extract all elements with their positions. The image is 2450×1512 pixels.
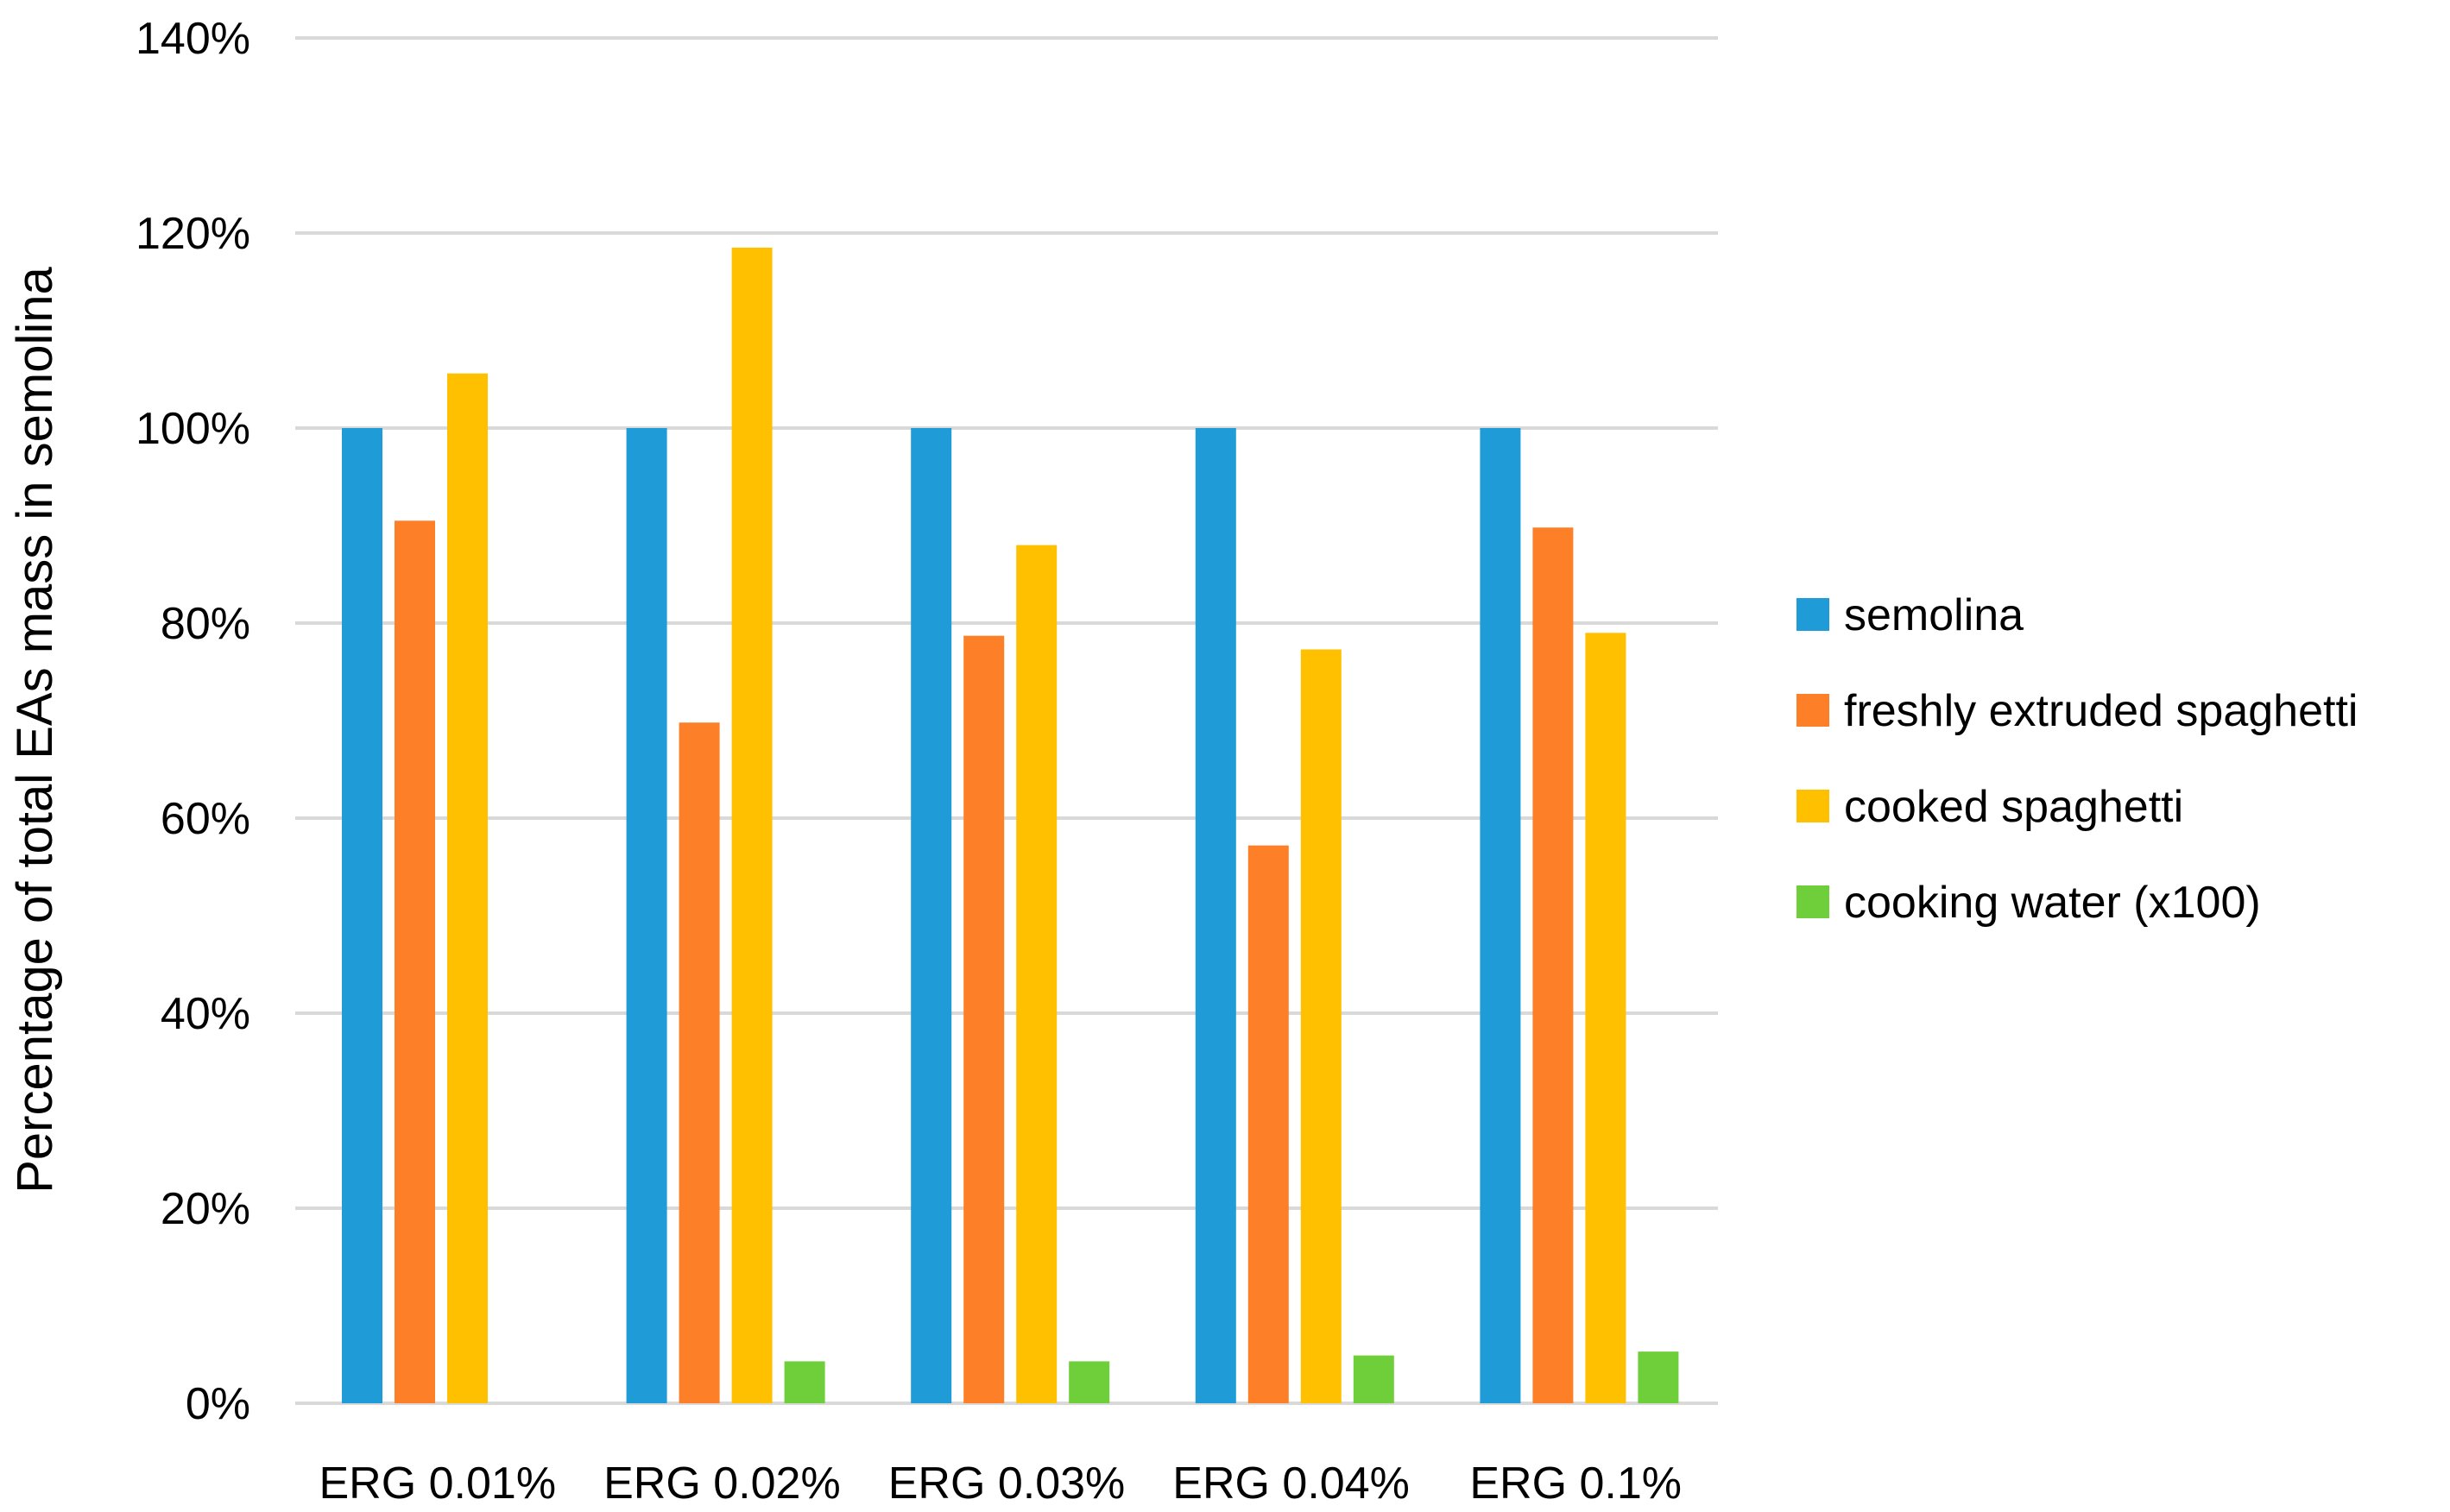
x-tick-label: ERG 0.04% — [1172, 1458, 1410, 1509]
legend-item: cooking water (x100) — [1796, 878, 2261, 928]
y-tick-label: 80% — [161, 599, 250, 649]
y-axis-ticks: 0% 20% 40% 60% 80% 100% 120% 140% — [136, 14, 250, 1429]
bar-cooking-water-x100 — [1353, 1355, 1394, 1403]
bar-cooking-water-x100 — [1069, 1361, 1110, 1403]
bar-group — [342, 373, 488, 1404]
x-tick-label: ERG 0.01% — [319, 1458, 557, 1509]
legend-label: freshly extruded spaghetti — [1844, 686, 2358, 736]
y-tick-label: 0% — [186, 1379, 250, 1429]
bar-group — [626, 247, 825, 1404]
legend-label: semolina — [1844, 590, 2024, 640]
y-tick-label: 100% — [136, 404, 250, 454]
y-tick-label: 120% — [136, 209, 250, 259]
bar-group — [1480, 428, 1679, 1403]
x-tick-label: ERG 0.03% — [888, 1458, 1126, 1509]
bar-cooked-spaghetti — [447, 373, 488, 1404]
legend: semolina freshly extruded spaghetti cooked… — [1796, 590, 2358, 928]
y-tick-label: 20% — [161, 1184, 250, 1234]
legend-swatch — [1796, 694, 1829, 727]
legend-swatch — [1796, 885, 1829, 918]
bar-freshly-extruded-spaghetti — [1247, 845, 1289, 1403]
bar-group — [911, 428, 1110, 1403]
bar-freshly-extruded-spaghetti — [679, 722, 720, 1403]
bar-semolina — [1480, 428, 1521, 1403]
x-axis-ticks: ERG 0.01% ERG 0.02% ERG 0.03% ERG 0.04% ERG … — [319, 1458, 1683, 1509]
bars — [342, 247, 1679, 1404]
legend-label: cooking water (x100) — [1844, 878, 2261, 928]
y-tick-label: 60% — [161, 794, 250, 844]
bar-cooking-water-x100 — [784, 1361, 825, 1403]
bar-cooked-spaghetti — [731, 247, 773, 1404]
y-axis-title: Percentage of total EAs mass in semolina — [7, 266, 63, 1193]
bar-freshly-extruded-spaghetti — [395, 520, 435, 1403]
legend-swatch — [1796, 790, 1829, 822]
bar-cooked-spaghetti — [1016, 545, 1058, 1403]
bar-freshly-extruded-spaghetti — [1532, 527, 1574, 1403]
bar-semolina — [342, 428, 382, 1403]
legend-item: cooked spaghetti — [1796, 782, 2183, 832]
y-tick-label: 140% — [136, 14, 250, 64]
bar-semolina — [626, 428, 667, 1403]
legend-label: cooked spaghetti — [1844, 782, 2183, 832]
bar-cooked-spaghetti — [1300, 649, 1342, 1403]
legend-item: semolina — [1796, 590, 2024, 640]
y-tick-label: 40% — [161, 989, 250, 1039]
bar-cooked-spaghetti — [1585, 633, 1626, 1403]
legend-item: freshly extruded spaghetti — [1796, 686, 2358, 736]
x-tick-label: ERG 0.02% — [603, 1458, 841, 1509]
bar-semolina — [1195, 428, 1236, 1403]
legend-swatch — [1796, 598, 1829, 631]
bar-semolina — [911, 428, 952, 1403]
x-tick-label: ERG 0.1% — [1469, 1458, 1682, 1509]
bar-group — [1195, 428, 1394, 1403]
bar-freshly-extruded-spaghetti — [963, 635, 1005, 1403]
bar-cooking-water-x100 — [1638, 1351, 1679, 1403]
gridlines — [295, 36, 1718, 1405]
